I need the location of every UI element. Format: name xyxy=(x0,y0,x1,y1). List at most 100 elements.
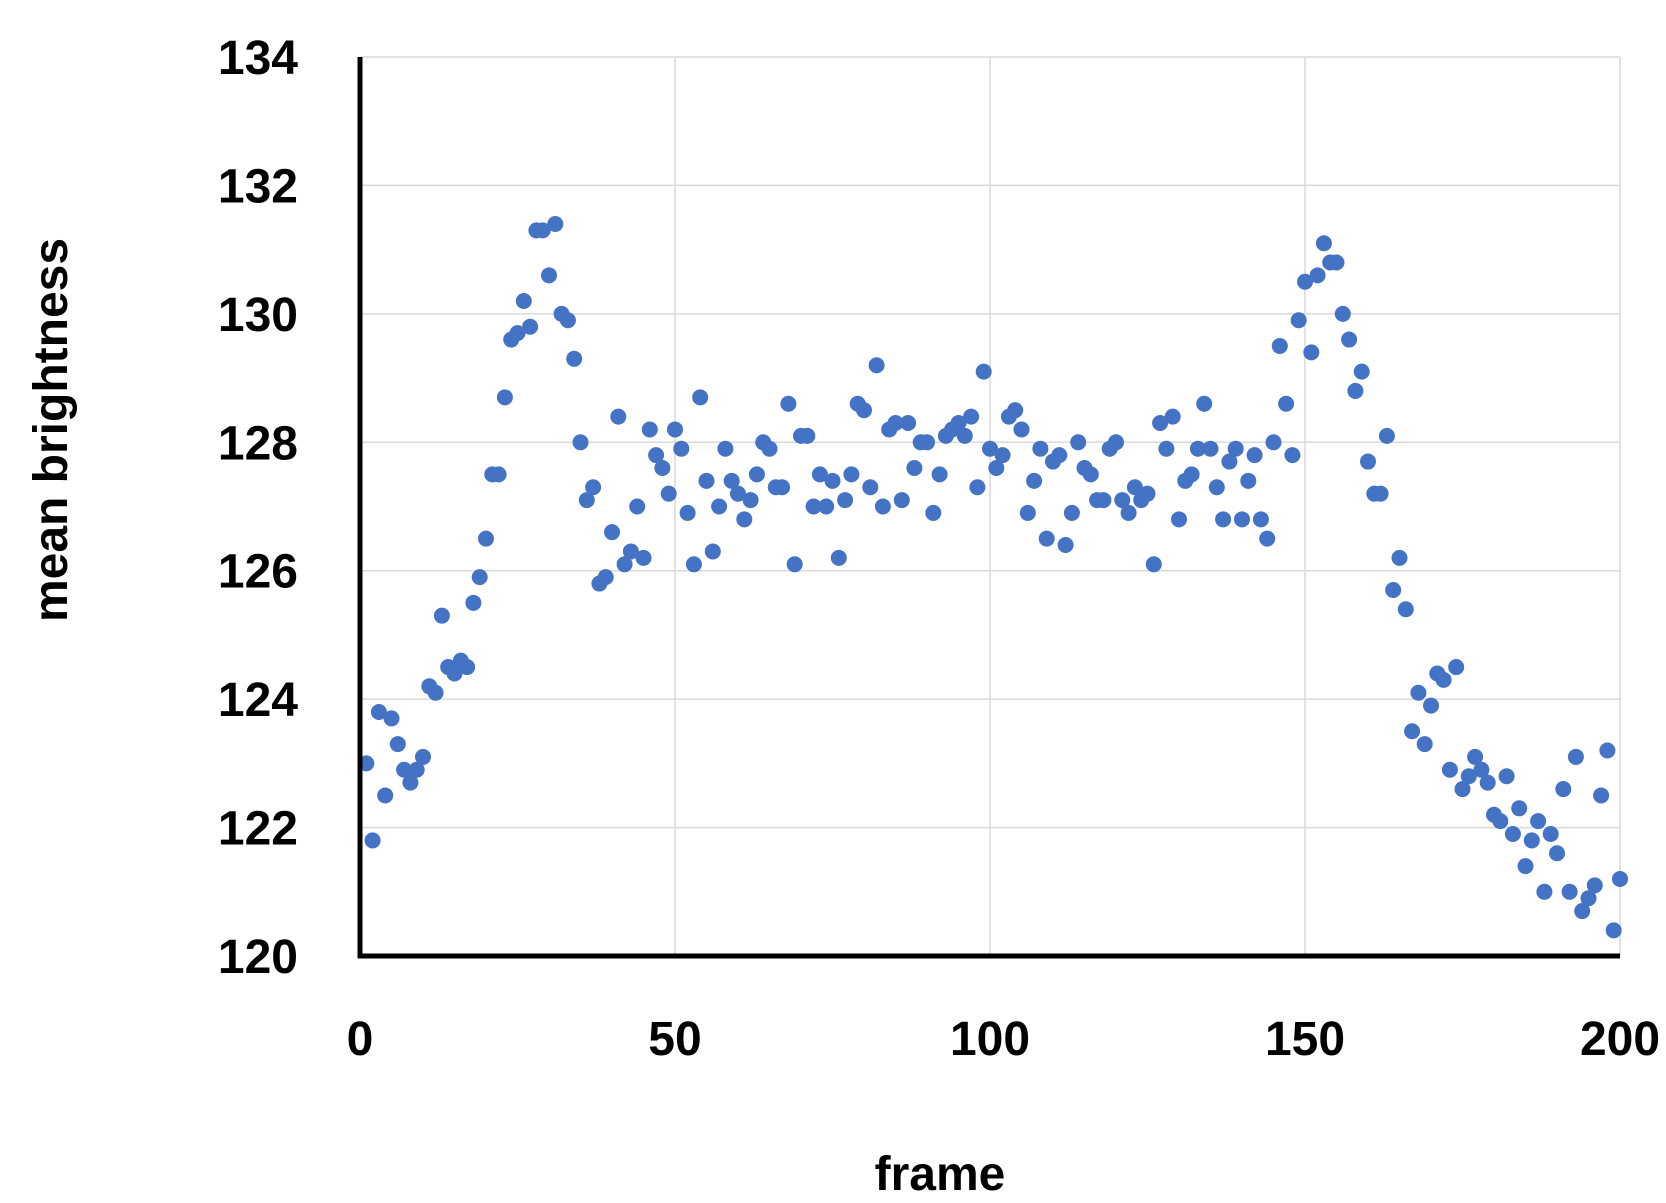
data-point xyxy=(471,569,488,586)
data-point xyxy=(1523,832,1540,849)
data-point xyxy=(383,710,400,727)
data-point xyxy=(490,466,507,483)
data-point xyxy=(717,440,734,457)
data-point xyxy=(465,594,482,611)
data-point xyxy=(874,498,891,515)
data-point xyxy=(956,427,973,444)
data-point xyxy=(648,447,665,464)
data-point xyxy=(843,466,860,483)
data-point xyxy=(723,472,740,489)
data-points xyxy=(358,215,1628,939)
data-point xyxy=(1070,434,1087,451)
data-point xyxy=(1404,723,1421,740)
data-point xyxy=(824,472,841,489)
data-point xyxy=(1410,684,1427,701)
data-point xyxy=(1353,363,1370,380)
data-point xyxy=(396,761,413,778)
data-point xyxy=(1120,504,1137,521)
data-point xyxy=(1303,344,1320,361)
data-point xyxy=(496,389,513,406)
data-point xyxy=(799,427,816,444)
x-tick-label: 50 xyxy=(648,1013,701,1066)
data-point xyxy=(919,434,935,451)
data-point xyxy=(1259,530,1276,547)
data-point xyxy=(685,556,702,573)
data-point xyxy=(1460,768,1477,785)
data-point xyxy=(1265,434,1282,451)
y-tick-labels: 120 122 124 126 128 130 132 134 xyxy=(218,32,298,984)
data-point xyxy=(459,659,476,676)
data-point xyxy=(1114,492,1131,509)
data-point xyxy=(925,504,942,521)
data-point xyxy=(1498,768,1515,785)
data-point xyxy=(1108,434,1124,451)
data-point xyxy=(893,492,910,509)
data-point xyxy=(433,607,450,624)
data-point xyxy=(1536,883,1553,900)
data-point xyxy=(1479,774,1496,791)
data-point xyxy=(1341,331,1358,348)
data-point xyxy=(1397,601,1414,618)
data-point xyxy=(1517,858,1534,875)
data-point xyxy=(1126,479,1143,496)
data-point xyxy=(1309,267,1326,284)
data-point xyxy=(887,415,904,432)
data-point xyxy=(572,434,589,451)
data-point xyxy=(1372,485,1389,502)
data-point xyxy=(1555,781,1572,798)
data-point xyxy=(1095,492,1112,509)
data-point xyxy=(370,703,387,720)
data-point xyxy=(616,556,633,573)
data-point xyxy=(377,787,394,804)
data-point xyxy=(1145,556,1162,573)
data-point xyxy=(963,408,980,425)
data-point xyxy=(1360,453,1376,470)
data-point xyxy=(1189,440,1206,457)
data-point xyxy=(818,498,835,515)
data-point xyxy=(994,447,1011,464)
data-point xyxy=(1612,870,1628,887)
data-point xyxy=(679,504,696,521)
data-point xyxy=(1605,922,1622,939)
data-point xyxy=(1473,761,1490,778)
data-point xyxy=(604,524,620,541)
data-point xyxy=(862,479,879,496)
x-tick-label: 100 xyxy=(950,1013,1030,1066)
data-point xyxy=(969,479,986,496)
data-point xyxy=(478,530,494,547)
x-tick-label: 150 xyxy=(1265,1013,1345,1066)
data-point xyxy=(1378,427,1395,444)
data-point xyxy=(673,440,690,457)
data-point xyxy=(1315,235,1332,252)
data-point xyxy=(1158,440,1175,457)
data-point xyxy=(1328,254,1345,271)
data-point xyxy=(1246,447,1263,464)
data-point xyxy=(1152,415,1169,432)
data-point xyxy=(622,543,639,560)
data-point xyxy=(1561,883,1578,900)
y-tick-label: 120 xyxy=(218,931,298,984)
data-point xyxy=(1599,742,1616,759)
data-point xyxy=(1208,479,1225,496)
data-point xyxy=(1271,337,1288,354)
y-tick-label: 124 xyxy=(218,674,298,727)
axes xyxy=(357,57,1620,959)
data-point xyxy=(1423,697,1439,714)
data-point xyxy=(906,459,923,476)
data-point xyxy=(780,395,797,412)
data-point xyxy=(1284,447,1301,464)
data-point xyxy=(1567,748,1584,765)
data-point xyxy=(522,318,539,335)
y-tick-label: 130 xyxy=(218,289,298,342)
data-point xyxy=(1574,903,1591,920)
data-point xyxy=(654,459,671,476)
data-point xyxy=(692,389,709,406)
data-point xyxy=(736,511,753,528)
data-point xyxy=(566,350,583,367)
data-point xyxy=(1441,761,1458,778)
data-point xyxy=(364,832,381,849)
data-point xyxy=(837,492,854,509)
data-point xyxy=(950,415,967,432)
data-point xyxy=(982,440,998,457)
x-tick-label: 200 xyxy=(1580,1013,1660,1066)
